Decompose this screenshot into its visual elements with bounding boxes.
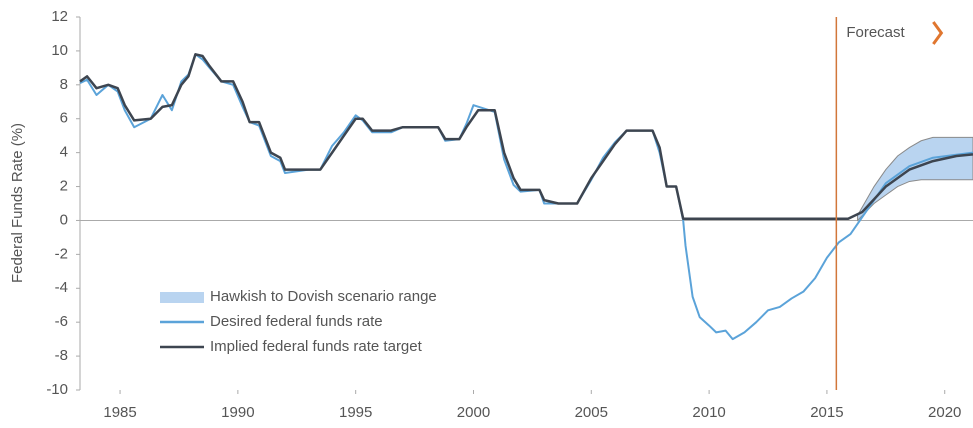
y-tick-label: 6 [60, 110, 68, 127]
x-tick-label: 1995 [339, 404, 372, 421]
x-tick-label: 1985 [103, 404, 136, 421]
x-tick-label: 2015 [810, 404, 843, 421]
y-tick-label: 2 [60, 178, 68, 195]
y-tick-label: 12 [51, 8, 68, 25]
legend-label: Hawkish to Dovish scenario range [210, 288, 437, 305]
forecast-label: Forecast [846, 24, 905, 41]
series-line [79, 53, 973, 221]
y-tick-label: -4 [55, 279, 68, 296]
y-tick-label: -2 [55, 245, 68, 262]
y-tick-label: 8 [60, 76, 68, 93]
y-tick-label: 10 [51, 42, 68, 59]
x-tick-label: 2020 [928, 404, 961, 421]
x-tick-label: 2005 [575, 404, 608, 421]
y-tick-label: -6 [55, 313, 68, 330]
x-tick-label: 2000 [457, 404, 490, 421]
y-tick-label: 0 [60, 211, 68, 228]
legend-label: Implied federal funds rate target [210, 338, 423, 355]
forecast-chevron [932, 21, 944, 45]
y-tick-label: 4 [60, 144, 68, 161]
x-tick-label: 1990 [221, 404, 254, 421]
legend-swatch [160, 292, 204, 303]
x-tick-label: 2010 [692, 404, 725, 421]
y-axis-label: Federal Funds Rate (%) [9, 123, 26, 283]
y-tick-label: -8 [55, 347, 68, 364]
legend-label: Desired federal funds rate [210, 313, 383, 330]
scenario-band [857, 136, 973, 222]
y-tick-label: -10 [46, 381, 68, 398]
